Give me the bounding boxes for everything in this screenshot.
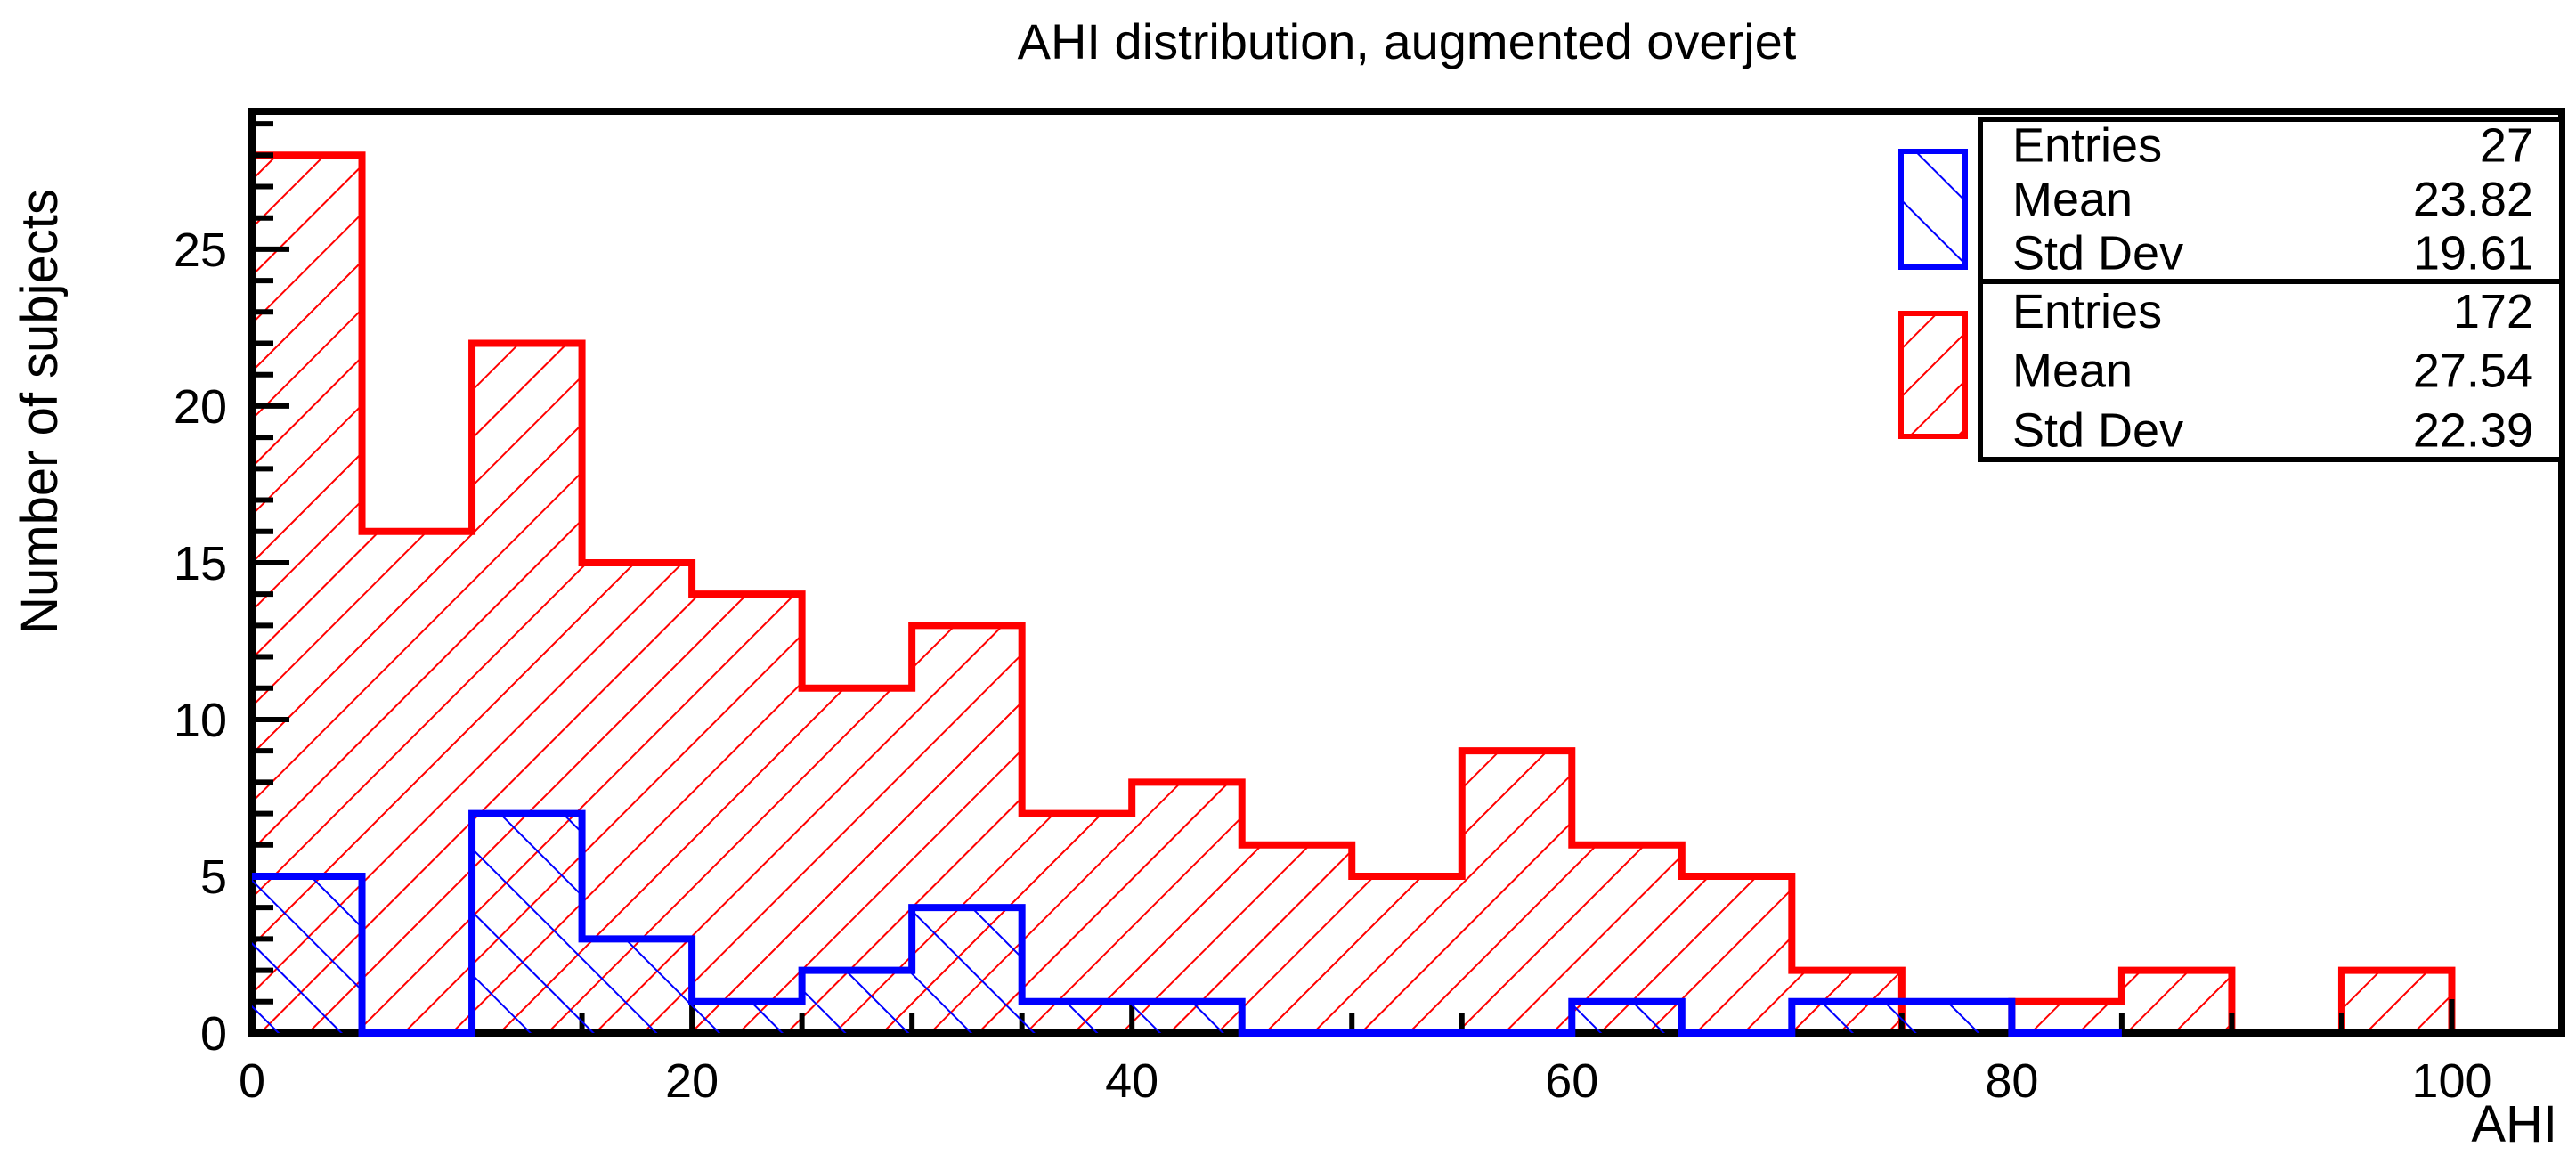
y-tick-label: 5 xyxy=(200,850,227,904)
chart-title: AHI distribution, augmented overjet xyxy=(1018,13,1797,69)
y-tick-label: 20 xyxy=(174,380,227,434)
x-axis-title: AHI xyxy=(2471,1095,2557,1153)
stats-value: 172 xyxy=(2453,285,2533,338)
stats-value: 23.82 xyxy=(2413,173,2533,226)
blue-histogram xyxy=(252,809,2122,1037)
blue-histogram-outline xyxy=(252,809,2122,1037)
stats-boxes: Entries 27 Mean 23.82 Std Dev 19.61 Entries 172… xyxy=(1898,117,2564,462)
x-tick-label: 40 xyxy=(1105,1054,1158,1108)
x-tick-label: 20 xyxy=(665,1054,719,1108)
stats-value: 19.61 xyxy=(2413,227,2533,281)
stats-label: Mean xyxy=(2012,173,2133,226)
stats-value: 22.39 xyxy=(2413,403,2533,457)
y-tick-label: 0 xyxy=(200,1007,227,1061)
red-histogram-outline xyxy=(252,151,2456,1037)
y-tick-label: 15 xyxy=(174,537,227,590)
stats-value: 27 xyxy=(2480,118,2533,172)
x-tick-label: 60 xyxy=(1545,1054,1598,1108)
stats-label: Std Dev xyxy=(2012,227,2183,281)
stats-label: Entries xyxy=(2012,285,2162,338)
stats-label: Std Dev xyxy=(2012,403,2183,457)
legend-swatch-red xyxy=(1898,311,1968,439)
x-tick-label: 80 xyxy=(1985,1054,2038,1108)
stats-box-border xyxy=(1978,117,2564,284)
stats-box-red: Entries 172 Mean 27.54 Std Dev 22.39 xyxy=(1898,279,2564,462)
y-tick-label: 25 xyxy=(174,224,227,277)
y-axis-title: Number of subjects xyxy=(11,189,69,634)
y-tick-label: 10 xyxy=(174,694,227,747)
stats-box-border xyxy=(1978,279,2564,462)
red-histogram-fill xyxy=(252,155,2452,1034)
x-tick-label: 100 xyxy=(2411,1054,2491,1108)
legend-swatch-blue xyxy=(1898,149,1968,270)
stats-box-blue: Entries 27 Mean 23.82 Std Dev 19.61 xyxy=(1898,117,2564,284)
stats-label: Mean xyxy=(2012,345,2133,398)
red-histogram xyxy=(252,151,2456,1037)
stats-value: 27.54 xyxy=(2413,345,2533,398)
x-tick-label: 0 xyxy=(239,1054,265,1108)
stats-label: Entries xyxy=(2012,118,2162,172)
blue-histogram-fill xyxy=(252,813,2122,1033)
